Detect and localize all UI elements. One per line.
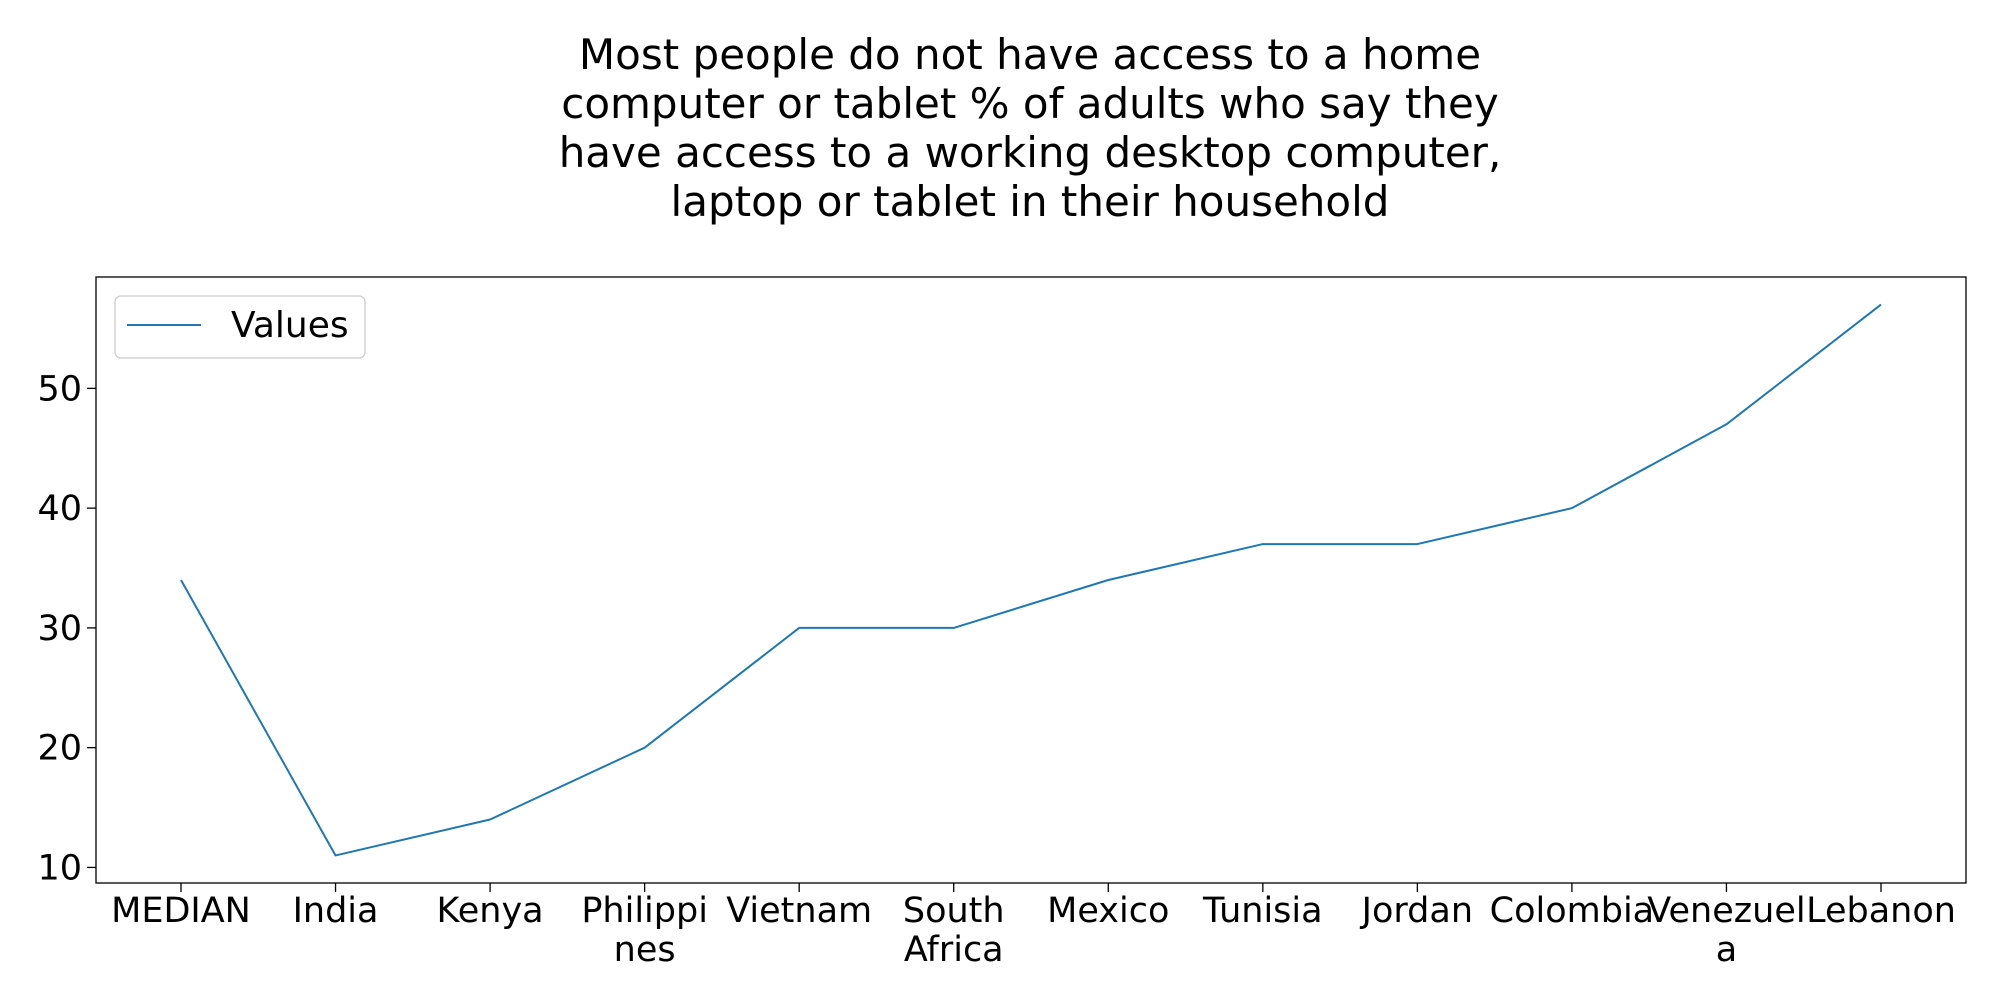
y-tick-label: 30 — [37, 609, 82, 649]
y-tick-label: 10 — [37, 848, 82, 888]
x-axis: MEDIAN India Kenya Philippi nes Vietnam South A… — [111, 883, 1956, 970]
y-tick-label: 20 — [37, 729, 82, 769]
x-tick-label: South Africa — [903, 891, 1005, 970]
x-tick-label: Vietnam — [726, 891, 872, 931]
x-tick-label: India — [293, 891, 379, 931]
y-tick-label: 50 — [37, 369, 82, 409]
legend-label: Values — [231, 305, 349, 346]
plot-frame — [95, 276, 1967, 884]
x-tick-label: Jordan — [1360, 891, 1473, 931]
x-tick-label: Tunisia — [1202, 891, 1323, 931]
x-tick-label: Philippi nes — [581, 891, 708, 970]
x-tick-label: MEDIAN — [111, 891, 251, 931]
series-lines — [180, 303, 1882, 857]
y-tick-label: 40 — [37, 489, 82, 529]
x-tick-label: Venezuel a — [1647, 891, 1805, 970]
x-tick-label: Kenya — [437, 891, 544, 931]
legend: Values — [114, 295, 366, 359]
chart-title: Most people do not have access to a home… — [558, 30, 1502, 226]
y-axis: 10 20 30 40 50 — [37, 369, 96, 888]
x-tick-label: Colombia — [1490, 891, 1654, 931]
series-line — [180, 303, 1882, 857]
legend-box — [114, 295, 366, 359]
x-tick-label: Mexico — [1047, 891, 1169, 931]
x-tick-label: Lebanon — [1806, 891, 1956, 931]
